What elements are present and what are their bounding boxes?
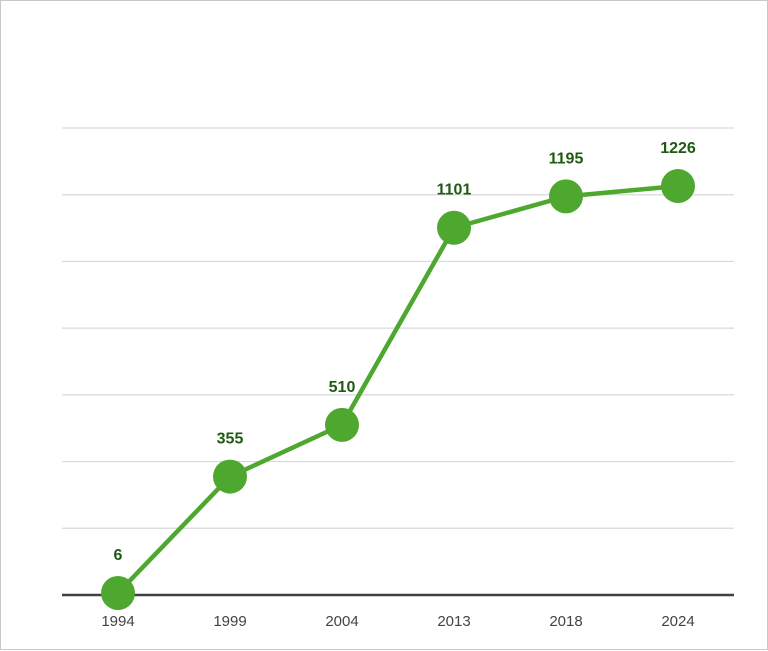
x-tick-label-2018: 2018 xyxy=(549,613,582,630)
series-line xyxy=(115,183,681,596)
data-point-1994 xyxy=(101,575,135,610)
x-tick-label-2004: 2004 xyxy=(325,613,358,630)
x-tick-labels: 1994 1999 2004 2013 2018 2024 xyxy=(101,613,694,630)
data-label-1999: 355 xyxy=(217,431,244,448)
data-label-2004: 510 xyxy=(329,379,356,396)
x-tick-label-2013: 2013 xyxy=(437,613,470,630)
data-label-2013: 1101 xyxy=(437,182,472,199)
data-label-2024: 1226 xyxy=(660,140,696,157)
data-point-2018 xyxy=(549,179,583,214)
x-tick-label-2024: 2024 xyxy=(661,613,694,630)
data-label-1994: 6 xyxy=(114,547,123,564)
x-tick-label-1994: 1994 xyxy=(101,613,134,630)
series-line-layer xyxy=(115,183,681,596)
data-labels: 6 355 510 1101 1195 1226 xyxy=(114,140,696,564)
data-point-2013 xyxy=(437,210,471,245)
data-points xyxy=(101,169,695,610)
data-point-2024 xyxy=(661,169,695,204)
data-label-2018: 1195 xyxy=(549,150,584,167)
data-point-2004 xyxy=(325,407,359,442)
gridlines xyxy=(62,127,734,529)
x-tick-label-1999: 1999 xyxy=(213,613,246,630)
data-point-1999 xyxy=(213,459,247,494)
